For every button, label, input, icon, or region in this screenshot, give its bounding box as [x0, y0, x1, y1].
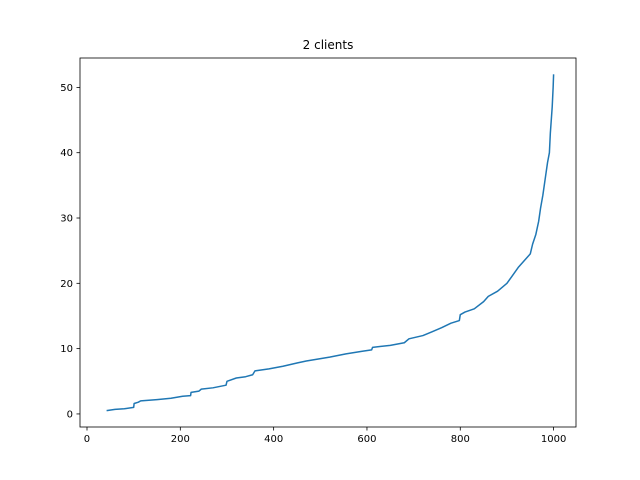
- y-tick-label: 40: [60, 148, 73, 159]
- axes-frame: [79, 57, 577, 428]
- y-tick-label: 50: [60, 83, 73, 94]
- x-tick-label: 1000: [541, 434, 566, 445]
- x-tick-label: 600: [357, 434, 376, 445]
- y-tick-label: 30: [60, 214, 73, 225]
- y-tick-label: 20: [60, 279, 73, 290]
- y-tick-label: 10: [60, 344, 73, 355]
- plot-area: 0 200 400 600 800 1000 0 10 20 30 40 50: [60, 57, 577, 445]
- chart-title: 2 clients: [303, 38, 354, 52]
- series-line-0: [106, 74, 555, 412]
- y-tick-label: 0: [67, 409, 73, 420]
- x-tick-label: 200: [171, 434, 190, 445]
- x-tick-label: 0: [84, 434, 90, 445]
- x-tick-label: 800: [451, 434, 470, 445]
- x-tick-label: 400: [264, 434, 283, 445]
